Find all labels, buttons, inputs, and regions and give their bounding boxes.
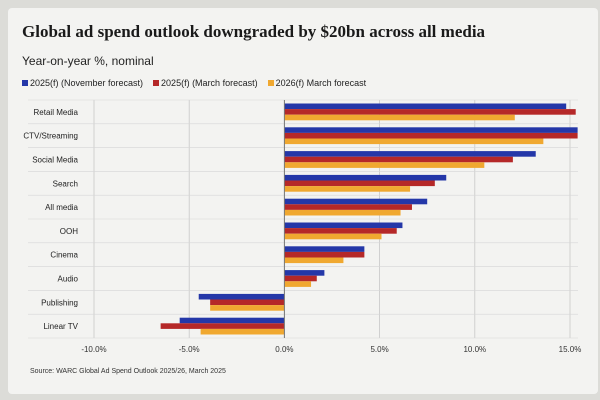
bar [284,156,513,163]
bar [284,151,536,157]
chart-screen: Global ad spend outlook downgraded by $2… [8,8,598,394]
bar [210,305,285,311]
bar [160,323,285,329]
category-label: OOH [60,227,78,236]
legend-label-march-2025: 2025(f) (March forecast) [161,78,258,88]
x-tick-label: -5.0% [179,345,200,354]
bar [284,209,401,216]
bar [284,162,485,168]
category-label: Retail Media [34,108,79,117]
bar [284,275,317,282]
chart-legend: 2025(f) (November forecast) 2025(f) (Mar… [22,78,366,88]
category-label: Audio [58,275,79,284]
chart-subtitle: Year-on-year %, nominal [22,54,154,68]
bar [284,222,403,229]
chart-title: Global ad spend outlook downgraded by $2… [22,22,486,41]
bar [284,270,325,276]
bar [284,204,412,210]
bar [284,233,382,240]
bar [210,299,285,306]
bar [284,127,578,133]
bar [284,180,435,187]
legend-item-november-2025: 2025(f) (November forecast) [22,78,143,88]
bar [284,281,312,287]
bar [284,228,397,234]
bar [284,198,428,205]
category-label: Social Media [32,156,78,165]
x-tick-label: 5.0% [370,345,388,354]
legend-swatch-march-2025 [153,80,160,86]
bar [284,186,411,192]
x-tick-label: 0.0% [275,345,293,354]
bar [198,293,285,300]
bar [284,132,578,139]
bar [284,138,544,145]
category-label: Publishing [41,298,78,307]
legend-swatch-march-2026 [267,80,274,86]
x-tick-label: 15.0% [559,345,582,354]
bar [284,251,365,258]
x-tick-label: 10.0% [463,345,486,354]
legend-item-march-2026: 2026(f) March forecast [267,78,367,88]
bar [179,317,285,324]
legend-label-march-2026: 2026(f) March forecast [275,78,367,88]
bar [284,103,567,110]
category-label: All media [45,203,78,212]
bar [200,328,285,335]
category-label: Cinema [50,251,78,260]
legend-label-november-2025: 2025(f) (November forecast) [30,78,144,88]
bar [284,174,447,181]
category-label: Search [53,179,78,188]
bar [284,114,515,121]
bar [284,246,365,252]
category-label: Linear TV [43,322,78,331]
bar-chart-plot: -10.0% -5.0% 0.0% 5.0% 10.0% 15.0% Retail Medi… [23,99,582,354]
bar [284,257,344,264]
chart-source-note: Source: WARC Global Ad Spend Outlook 202… [30,368,226,375]
x-tick-label: -10.0% [81,345,106,354]
legend-swatch-november-2025 [22,80,28,86]
legend-item-march-2025: 2025(f) (March forecast) [153,78,258,88]
category-label: CTV/Streaming [23,132,78,141]
bar [284,109,576,115]
